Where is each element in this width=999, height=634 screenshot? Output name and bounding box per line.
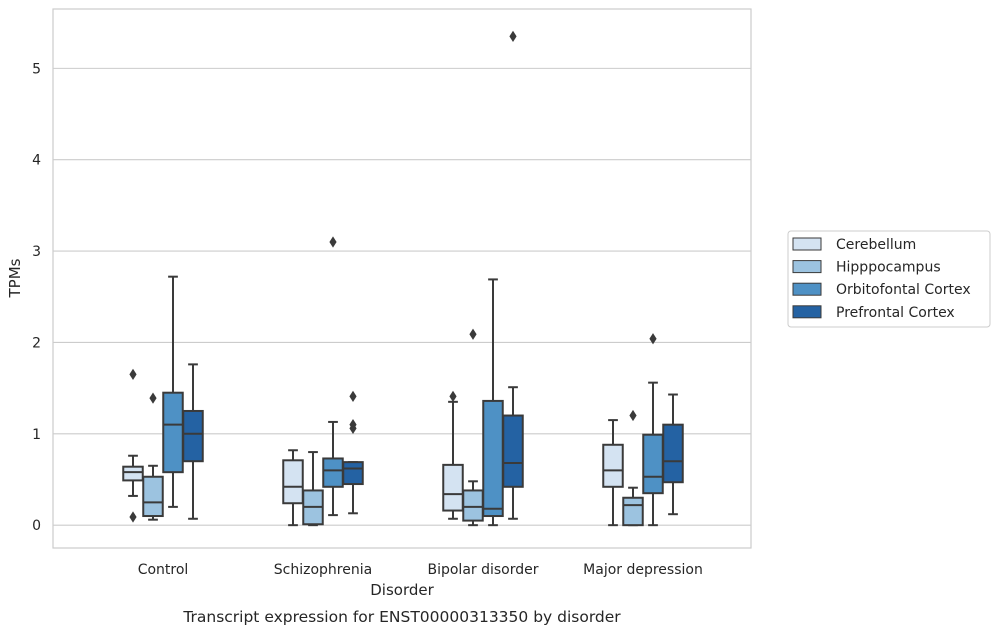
- outlier-point: [469, 328, 477, 340]
- outlier-point: [329, 236, 337, 248]
- x-tick-label: Major depression: [583, 562, 703, 578]
- box-iqr: [642, 433, 664, 495]
- legend-swatch: [792, 237, 822, 251]
- outlier-point: [129, 368, 137, 381]
- box-prefrontal-cortex: [662, 393, 684, 516]
- box-hipppocampus: [462, 328, 484, 527]
- box-iqr: [662, 423, 684, 484]
- x-tick-label: Bipolar disorder: [427, 562, 538, 578]
- box-hipppocampus: [302, 451, 324, 527]
- chart-caption: Transcript expression for ENST0000031335…: [182, 608, 621, 626]
- y-tick-label: 3: [32, 244, 41, 260]
- y-tick-label: 0: [32, 518, 41, 534]
- box-iqr: [602, 443, 624, 488]
- outlier-point: [349, 390, 357, 402]
- outlier-point: [349, 422, 357, 434]
- box-iqr: [122, 465, 144, 482]
- legend-swatch: [792, 260, 822, 274]
- legend-swatch: [792, 282, 822, 296]
- y-tick-label: 1: [32, 427, 41, 443]
- x-tick-label: Schizophrenia: [274, 562, 372, 578]
- box-cerebellum: [282, 449, 304, 527]
- box-iqr: [342, 461, 364, 486]
- outlier-point: [129, 511, 137, 523]
- box-iqr: [182, 409, 204, 463]
- box-orbitofontal-cortex: [642, 333, 664, 527]
- box-cerebellum: [122, 368, 144, 523]
- outlier-point: [449, 390, 457, 402]
- y-tick-label: 4: [32, 153, 41, 169]
- box-prefrontal-cortex: [182, 363, 204, 520]
- outlier-point: [649, 333, 657, 345]
- legend-label: Orbitofontal Cortex: [836, 282, 971, 298]
- y-axis-title: TPMs: [6, 258, 24, 298]
- box-iqr: [322, 457, 344, 488]
- x-axis-title: Disorder: [370, 581, 434, 599]
- boxplot-marks: [122, 30, 684, 527]
- box-iqr: [622, 496, 644, 527]
- legend-swatch: [792, 305, 822, 319]
- box-hipppocampus: [622, 409, 644, 527]
- legend-label: Prefrontal Cortex: [836, 305, 955, 321]
- legend-label: Cerebellum: [836, 237, 916, 253]
- box-hipppocampus: [142, 392, 164, 521]
- box-iqr: [162, 391, 184, 474]
- legend-frame: [787, 230, 991, 328]
- box-iqr: [142, 475, 164, 518]
- box-prefrontal-cortex: [502, 30, 524, 520]
- outlier-point: [149, 392, 157, 404]
- box-prefrontal-cortex: [342, 390, 364, 515]
- x-axis: Control Schizophrenia Bipolar disorder Majo…: [138, 562, 703, 578]
- y-tick-label: 5: [32, 61, 41, 77]
- box-cerebellum: [602, 419, 624, 527]
- box-iqr: [502, 414, 524, 488]
- box-iqr: [462, 489, 484, 522]
- box-orbitofontal-cortex: [322, 236, 344, 517]
- x-tick-label: Control: [138, 562, 189, 578]
- box-cerebellum: [442, 390, 464, 520]
- box-iqr: [482, 399, 504, 518]
- y-axis: 0 1 2 3 4 5: [32, 61, 41, 534]
- box-iqr: [282, 459, 304, 505]
- legend: Cerebellum Hipppocampus Orbitofontal Corte…: [787, 230, 991, 328]
- y-tick-label: 2: [32, 335, 41, 351]
- outlier-point: [629, 409, 637, 422]
- legend-label: Hipppocampus: [836, 260, 941, 276]
- box-iqr: [442, 463, 464, 512]
- outlier-point: [509, 30, 517, 43]
